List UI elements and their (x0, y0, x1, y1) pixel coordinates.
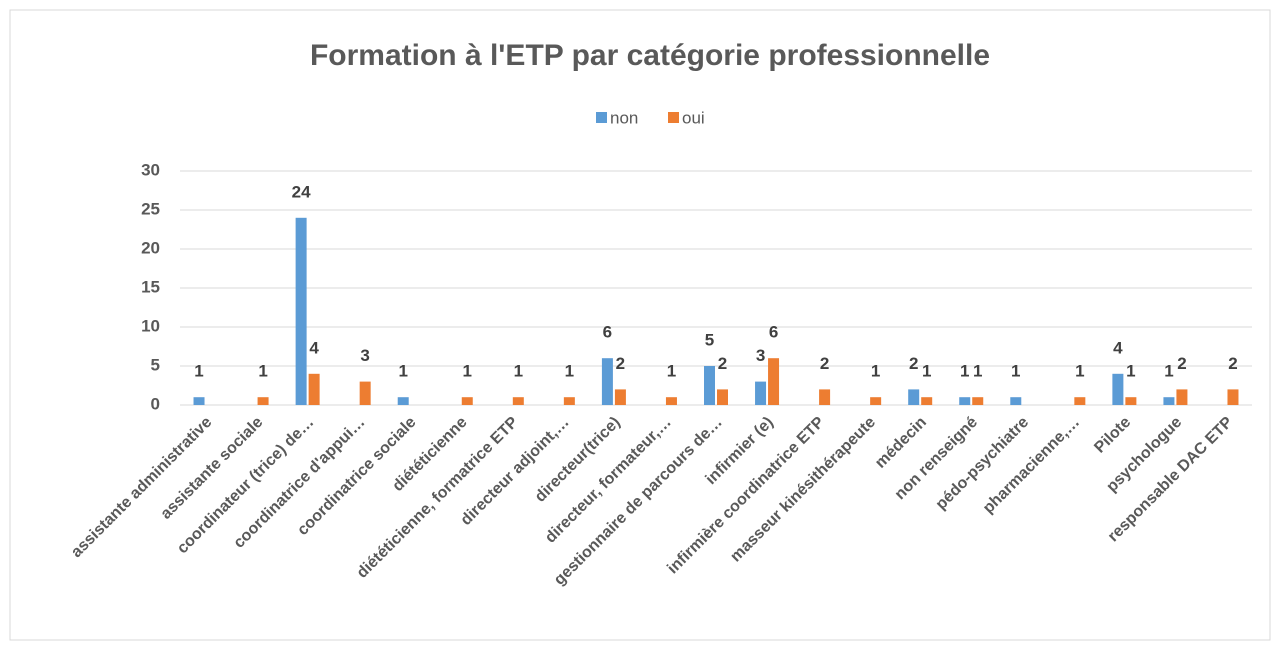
legend-swatch (596, 112, 607, 123)
bar (1163, 397, 1175, 405)
bar (908, 389, 920, 405)
data-label: 1 (514, 362, 523, 381)
data-label: 1 (398, 362, 407, 381)
bar (295, 217, 307, 405)
bar (193, 397, 205, 405)
bar (1227, 389, 1239, 405)
legend-swatch (668, 112, 679, 123)
data-label: 1 (922, 362, 931, 381)
data-label: 1 (667, 362, 676, 381)
data-label: 5 (705, 330, 714, 349)
data-label: 4 (1113, 338, 1123, 357)
bar (921, 397, 933, 405)
legend-label: oui (682, 108, 705, 127)
bar (563, 397, 575, 405)
data-label: 2 (616, 354, 625, 373)
bar (972, 397, 984, 405)
data-label: 6 (603, 323, 612, 342)
bar (704, 366, 715, 405)
bar (959, 397, 971, 405)
bar (1074, 397, 1086, 405)
data-label: 3 (756, 346, 765, 365)
data-label: 1 (960, 362, 969, 381)
data-label: 1 (463, 362, 472, 381)
bar (665, 397, 677, 405)
bar (359, 381, 371, 405)
data-label: 3 (360, 346, 369, 365)
y-tick-label: 25 (141, 199, 160, 218)
data-label: 1 (1164, 362, 1173, 381)
chart-frame (9, 9, 1271, 641)
data-label: 1 (871, 362, 880, 381)
bar (870, 397, 882, 405)
bar (397, 397, 409, 405)
data-label: 1 (1075, 362, 1084, 381)
bar (755, 381, 767, 405)
data-label: 1 (258, 362, 267, 381)
bar (308, 373, 320, 405)
legend-label: non (610, 108, 638, 127)
data-label: 1 (1011, 362, 1020, 381)
y-tick-label: 10 (141, 316, 160, 335)
bar (1176, 389, 1188, 405)
bar (768, 358, 780, 405)
y-tick-label: 20 (141, 238, 160, 257)
y-tick-label: 15 (141, 277, 160, 296)
data-label: 2 (1228, 354, 1237, 373)
bar (1125, 397, 1137, 405)
y-tick-label: 0 (151, 394, 160, 413)
data-label: 1 (973, 362, 982, 381)
bar (512, 397, 524, 405)
data-label: 2 (820, 354, 829, 373)
bar (819, 389, 831, 405)
data-label: 2 (718, 354, 727, 373)
bar (717, 389, 728, 405)
bar (601, 358, 613, 405)
bar (1010, 397, 1022, 405)
data-label: 24 (292, 182, 311, 201)
bar (257, 397, 269, 405)
data-label: 6 (769, 323, 778, 342)
data-label: 1 (194, 362, 203, 381)
bar (1112, 373, 1124, 405)
data-label: 4 (309, 338, 319, 357)
y-tick-label: 5 (151, 355, 160, 374)
data-label: 1 (1126, 362, 1135, 381)
data-label: 2 (909, 354, 918, 373)
bar (461, 397, 473, 405)
bar (614, 389, 626, 405)
y-tick-label: 30 (141, 160, 160, 179)
data-label: 1 (565, 362, 574, 381)
chart-title: Formation à l'ETP par catégorie professi… (310, 39, 990, 72)
data-label: 2 (1177, 354, 1186, 373)
